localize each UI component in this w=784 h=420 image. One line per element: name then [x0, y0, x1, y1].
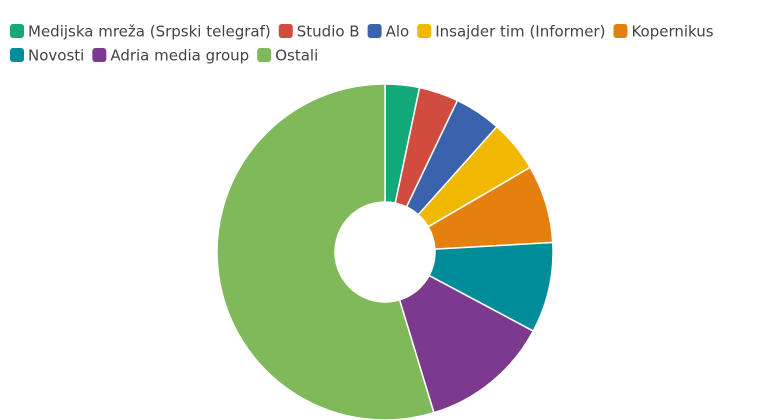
legend-item: Kopernikus: [613, 23, 714, 41]
legend-marker: [278, 24, 293, 38]
legend-label: Ostali: [275, 47, 318, 65]
legend-label: Novosti: [28, 47, 84, 65]
legend-marker: [10, 24, 24, 38]
legend-label: Kopernikus: [631, 23, 713, 41]
slice: [216, 83, 435, 420]
legend-item: Studio B: [278, 23, 360, 41]
legend-marker: [417, 24, 432, 38]
legend-item: Alo: [367, 23, 410, 41]
legend-marker: [257, 48, 272, 62]
legend-marker: [613, 24, 628, 38]
legend-label: Alo: [386, 23, 410, 41]
slice: [398, 274, 535, 414]
legend-item: Insajder tim (Informer): [417, 23, 605, 41]
legend-label: Studio B: [297, 23, 360, 41]
legend-marker: [92, 48, 107, 62]
legend-item: Medijska mreža (Srpski telegraf): [10, 23, 271, 41]
legend-item: Novosti: [10, 47, 84, 65]
legend-label: Insajder tim (Informer): [435, 23, 605, 41]
legend-item: Adria media group: [92, 47, 249, 65]
legend-label: Medijska mreža (Srpski telegraf): [28, 23, 271, 41]
legend-label: Adria media group: [110, 47, 249, 65]
legend-marker: [367, 24, 382, 38]
legend-marker: [10, 48, 24, 62]
legend-item: Ostali: [257, 47, 318, 65]
